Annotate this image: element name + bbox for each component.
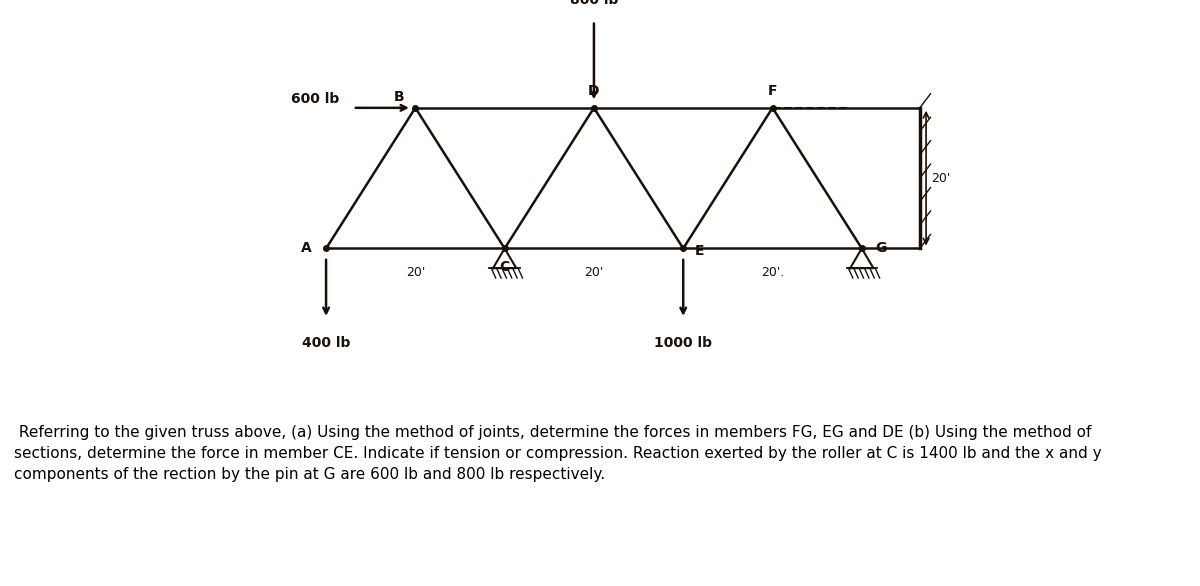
- Text: G: G: [876, 241, 887, 255]
- Text: 20': 20': [584, 266, 604, 279]
- Text: A: A: [301, 241, 312, 255]
- Text: 400 lb: 400 lb: [302, 336, 350, 350]
- Text: 600 lb: 600 lb: [292, 93, 340, 107]
- Text: C: C: [499, 260, 510, 274]
- Text: 1000 lb: 1000 lb: [654, 336, 713, 350]
- Text: E: E: [695, 244, 704, 258]
- Text: Referring to the given truss above, (a) Using the method of joints, determine th: Referring to the given truss above, (a) …: [14, 425, 1102, 482]
- Text: 800 lb: 800 lb: [570, 0, 618, 6]
- Text: 20'.: 20'.: [761, 266, 784, 279]
- Text: B: B: [394, 90, 404, 104]
- Text: 20': 20': [931, 172, 950, 185]
- Text: F: F: [768, 84, 778, 98]
- Text: D: D: [588, 84, 600, 98]
- Text: 20': 20': [406, 266, 425, 279]
